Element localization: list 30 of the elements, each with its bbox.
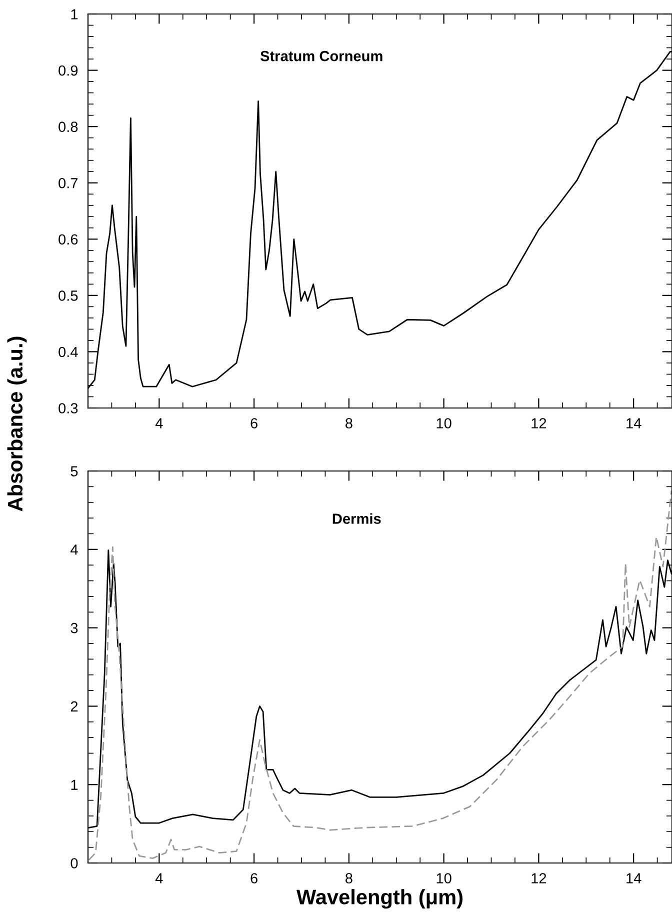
x-tick-label: 8 <box>346 873 352 884</box>
x-tick-label: 12 <box>532 873 546 884</box>
x-tick-label: 8 <box>346 418 352 428</box>
x-tick-label: 4 <box>155 873 163 884</box>
y-tick-label: 3 <box>70 622 78 634</box>
text: Dermis <box>332 513 381 524</box>
x-tick-label: 4 <box>155 418 163 428</box>
y-tick-label: 0.4 <box>58 346 78 358</box>
y-tick-label: 2 <box>70 701 78 712</box>
y-tick-label: 0 <box>70 858 78 868</box>
x-tick-label: 10 <box>436 418 452 428</box>
y-tick-label: 0.7 <box>58 178 78 188</box>
x-tick-label: 14 <box>626 418 642 428</box>
x-tick-label: 14 <box>626 873 642 884</box>
y-tick-label: 0.8 <box>58 122 78 132</box>
y-tick-label: 5 <box>70 466 78 476</box>
y-tick-label: 1 <box>71 9 78 20</box>
text: Stratum Corneum <box>260 50 382 62</box>
x-tick-label: 6 <box>250 418 258 428</box>
y-axis-title: Absorbance (a.u.) <box>7 336 27 512</box>
x-tick-label: 10 <box>436 873 452 884</box>
x-tick-label: 12 <box>532 418 546 428</box>
y-tick-label: 4 <box>70 544 78 555</box>
x-tick-label: 6 <box>250 873 258 884</box>
y-tick-label: 0.3 <box>58 403 78 414</box>
y-tick-label: 0.9 <box>58 65 78 76</box>
x-axis-title: Wavelength (μm) <box>296 889 462 909</box>
y-tick-label: 0.6 <box>58 234 78 245</box>
y-tick-label: 1 <box>71 780 78 790</box>
y-tick-label: 0.5 <box>58 290 78 301</box>
